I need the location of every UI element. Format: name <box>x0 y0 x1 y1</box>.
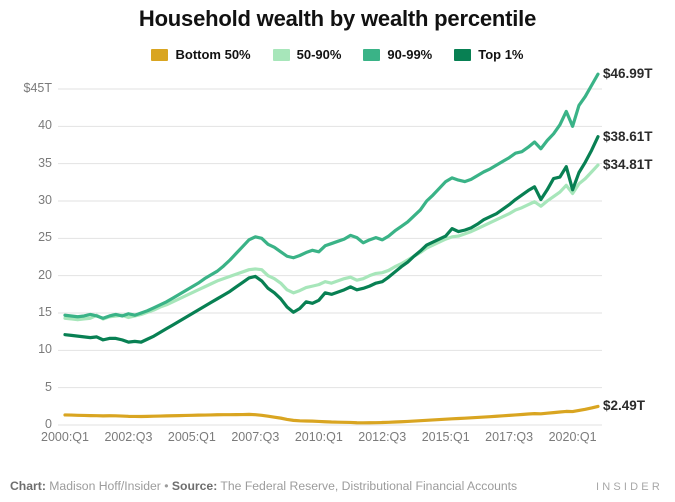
annotation-50-90-end: $34.81T <box>603 157 653 173</box>
annotation-bottom-50-end: $2.49T <box>603 398 646 414</box>
y-axis-tick-label: 15 <box>38 305 52 319</box>
line-series-top-1- <box>63 135 600 344</box>
legend: Bottom 50% 50-90% 90-99% Top 1% <box>0 47 675 62</box>
footer-credit: Chart: Madison Hoff/Insider • Source: Th… <box>10 479 517 493</box>
legend-swatch-90-99-icon <box>363 48 381 61</box>
legend-label-90-99: 90-99% <box>387 47 433 62</box>
y-axis-tick-label: 5 <box>45 379 52 394</box>
y-axis-tick-label: $45T <box>23 81 53 95</box>
legend-swatch-bottom-50-icon <box>151 48 169 61</box>
line-series-90-99- <box>63 72 600 320</box>
x-axis-tick-label: 2002:Q3 <box>104 430 153 444</box>
footer-chart-label: Chart: <box>10 479 46 493</box>
insider-logo: INSIDER <box>595 481 663 493</box>
legend-item-bottom-50: Bottom 50% <box>151 47 251 62</box>
x-axis-tick-label: 2005:Q1 <box>167 430 216 444</box>
legend-label-top-1: Top 1% <box>478 47 524 62</box>
x-axis-tick-label: 2012:Q3 <box>358 430 407 444</box>
footer-source-text: The Federal Reserve, Distributional Fina… <box>217 479 518 493</box>
x-axis-tick-label: 2000:Q1 <box>41 430 89 444</box>
footer-separator: • <box>164 479 169 493</box>
y-axis-tick-label: 40 <box>38 118 52 133</box>
legend-swatch-50-90-icon <box>272 48 290 61</box>
legend-item-90-99: 90-99% <box>363 47 432 62</box>
y-axis-tick-label: 0 <box>45 417 52 431</box>
y-axis-tick-label: 30 <box>38 193 52 207</box>
line-series-50-90- <box>63 163 600 322</box>
legend-item-top-1: Top 1% <box>454 47 524 62</box>
x-axis-tick-label: 2007:Q3 <box>231 430 280 444</box>
x-axis-tick-label: 2020:Q1 <box>548 430 597 444</box>
y-axis-tick-label: 25 <box>38 230 52 245</box>
legend-item-50-90: 50-90% <box>272 47 342 62</box>
x-axis-tick-label: 2015:Q1 <box>421 430 470 444</box>
legend-swatch-top-1-icon <box>454 48 472 61</box>
y-axis-tick-label: 10 <box>38 342 52 357</box>
footer-source-label: Source: <box>168 479 218 493</box>
legend-label-bottom-50: Bottom 50% <box>175 47 251 62</box>
y-axis-tick-label: 35 <box>38 155 52 170</box>
x-axis-tick-label: 2010:Q1 <box>294 430 343 444</box>
x-axis-tick-label: 2017:Q3 <box>485 430 534 444</box>
line-series-bottom-50- <box>63 404 600 425</box>
footer-chart-credit: Madison Hoff/Insider <box>45 479 165 493</box>
annotation-90-99-end: $46.99T <box>603 66 653 82</box>
page-title: Household wealth by wealth percentile <box>138 6 537 31</box>
annotation-top-1-end: $38.61T <box>603 128 653 144</box>
legend-label-50-90: 50-90% <box>296 47 342 62</box>
y-axis-tick-label: 20 <box>38 267 52 282</box>
